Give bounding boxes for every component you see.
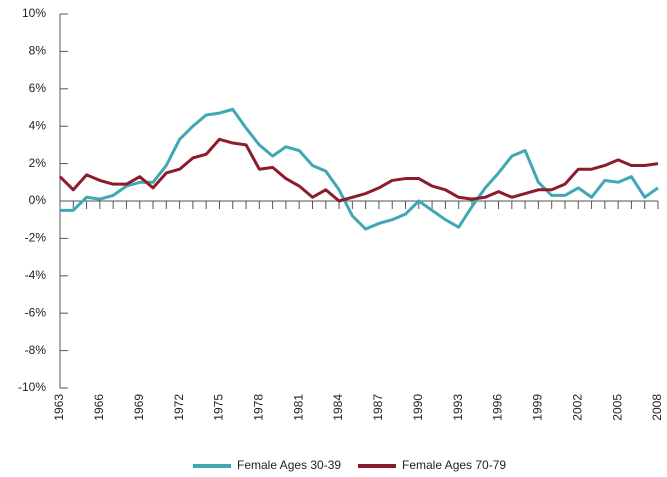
x-tick-label: 1993 bbox=[451, 394, 465, 421]
series-line bbox=[58, 137, 659, 203]
x-tick-label: 1975 bbox=[212, 394, 226, 421]
legend-label: Female Ages 70-79 bbox=[402, 458, 506, 472]
x-tick-label: 1987 bbox=[371, 394, 385, 421]
x-tick-label: 1984 bbox=[331, 394, 345, 421]
y-tick-label: -8% bbox=[25, 343, 47, 357]
y-tick-label: 4% bbox=[29, 118, 47, 132]
x-tick-label: 1999 bbox=[531, 394, 545, 421]
y-tick-label: -2% bbox=[25, 231, 47, 245]
legend-label: Female Ages 30-39 bbox=[237, 458, 341, 472]
y-tick-label: 8% bbox=[29, 44, 47, 58]
x-tick-label: 1972 bbox=[172, 394, 186, 421]
x-tick-label: 1996 bbox=[491, 394, 505, 421]
y-tick-label: 10% bbox=[22, 6, 46, 20]
x-tick-label: 1963 bbox=[52, 394, 66, 421]
x-tick-label: 2005 bbox=[610, 394, 624, 421]
x-tick-label: 1990 bbox=[411, 394, 425, 421]
series-line bbox=[60, 107, 659, 231]
x-tick-label: 1966 bbox=[92, 394, 106, 421]
x-tick-label: 1981 bbox=[291, 394, 305, 421]
y-tick-label: -6% bbox=[25, 305, 47, 319]
x-tick-label: 1969 bbox=[132, 394, 146, 421]
y-tick-label: 0% bbox=[29, 193, 47, 207]
y-tick-label: -4% bbox=[25, 268, 47, 282]
y-tick-label: 6% bbox=[29, 81, 47, 95]
y-tick-label: 2% bbox=[29, 156, 47, 170]
x-tick-label: 2002 bbox=[570, 394, 584, 421]
x-tick-label: 2008 bbox=[650, 394, 664, 421]
x-tick-label: 1978 bbox=[252, 394, 266, 421]
y-tick-label: -10% bbox=[18, 380, 46, 394]
